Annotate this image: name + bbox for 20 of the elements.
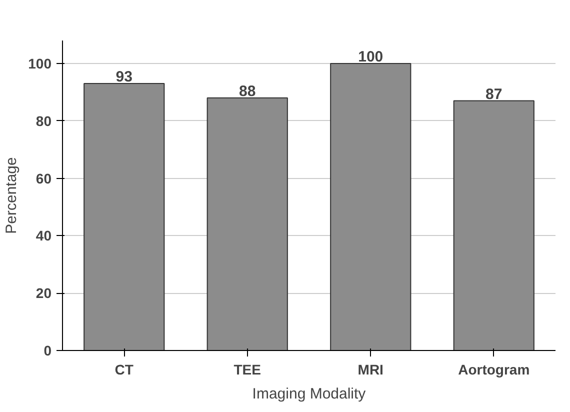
y-tick-label: 60 bbox=[36, 170, 52, 186]
bar bbox=[453, 100, 534, 350]
bar bbox=[84, 83, 165, 350]
bar bbox=[330, 62, 412, 350]
x-tick-label: MRI bbox=[358, 362, 384, 378]
data-label: 93 bbox=[116, 68, 132, 86]
data-label: 88 bbox=[239, 82, 256, 100]
data-label: 100 bbox=[358, 48, 384, 66]
y-tick-label: 40 bbox=[36, 228, 52, 244]
y-tick-label: 80 bbox=[36, 112, 52, 129]
y-tick-label: 20 bbox=[36, 285, 52, 302]
x-tick-label: TEE bbox=[234, 362, 261, 378]
y-tick-label: 100 bbox=[28, 55, 52, 72]
x-axis-title: Imaging Modality bbox=[252, 386, 366, 402]
x-tick-label: CT bbox=[114, 362, 134, 378]
y-axis-title: Percentage bbox=[3, 157, 20, 234]
bar bbox=[206, 97, 288, 350]
x-tick-label: Aortogram bbox=[458, 362, 530, 378]
data-label: 87 bbox=[486, 86, 502, 103]
y-tick-label: 0 bbox=[44, 342, 52, 358]
